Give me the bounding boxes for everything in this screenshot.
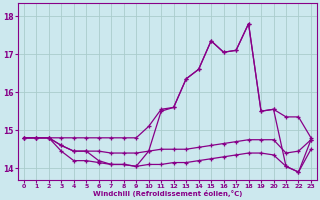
X-axis label: Windchill (Refroidissement éolien,°C): Windchill (Refroidissement éolien,°C): [93, 190, 242, 197]
